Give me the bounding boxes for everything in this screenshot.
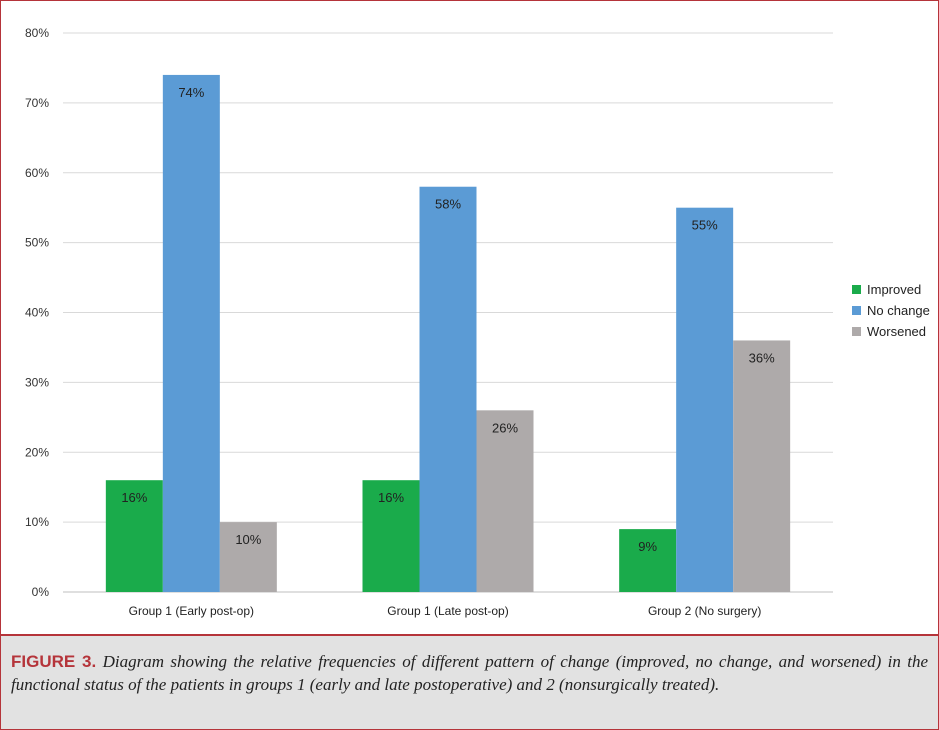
bar-worsened	[219, 522, 277, 592]
y-tick-label: 50%	[25, 236, 49, 250]
bar-no-change	[676, 207, 734, 592]
data-label: 9%	[638, 539, 657, 554]
data-label: 26%	[492, 420, 518, 435]
bar-improved	[619, 529, 677, 592]
y-tick-label: 0%	[32, 585, 50, 599]
x-tick-label: Group 1 (Early post-op)	[129, 604, 254, 618]
y-tick-label: 60%	[25, 166, 49, 180]
y-tick-label: 40%	[25, 306, 49, 320]
legend-label: Improved	[867, 282, 921, 297]
bar-no-change	[162, 74, 220, 593]
legend-label: No change	[867, 303, 930, 318]
x-tick-label: Group 1 (Late post-op)	[387, 604, 508, 618]
data-label: 16%	[121, 490, 147, 505]
bar-improved	[362, 480, 420, 592]
y-tick-label: 70%	[25, 96, 49, 110]
y-tick-label: 20%	[25, 445, 49, 459]
legend-swatch-worsened	[852, 327, 861, 336]
caption-label: FIGURE 3.	[11, 652, 97, 671]
caption-text: Diagram showing the relative frequencies…	[11, 652, 929, 694]
bar-worsened	[476, 410, 534, 592]
legend-swatch-no-change	[852, 306, 861, 315]
y-tick-label: 10%	[25, 515, 49, 529]
y-tick-label: 80%	[25, 26, 49, 40]
data-label: 58%	[435, 197, 461, 212]
y-tick-label: 30%	[25, 375, 49, 389]
bar-worsened	[733, 340, 791, 592]
bar-no-change	[419, 186, 477, 592]
data-label: 36%	[749, 350, 775, 365]
data-label: 10%	[235, 532, 261, 547]
data-label: 55%	[692, 218, 718, 233]
figure-caption: FIGURE 3. Diagram showing the relative f…	[1, 634, 938, 729]
bar-improved	[105, 480, 163, 592]
legend-label: Worsened	[867, 324, 926, 339]
data-label: 16%	[378, 490, 404, 505]
x-tick-label: Group 2 (No surgery)	[648, 604, 761, 618]
bar-chart: 0% 10% 20% 30% 40% 50% 60% 70% 80% 16% 74% 10% Group…	[25, 26, 930, 618]
chart-area: 0% 10% 20% 30% 40% 50% 60% 70% 80% 16% 74% 10% Group…	[1, 1, 938, 633]
legend-swatch-improved	[852, 285, 861, 294]
data-label: 74%	[178, 85, 204, 100]
